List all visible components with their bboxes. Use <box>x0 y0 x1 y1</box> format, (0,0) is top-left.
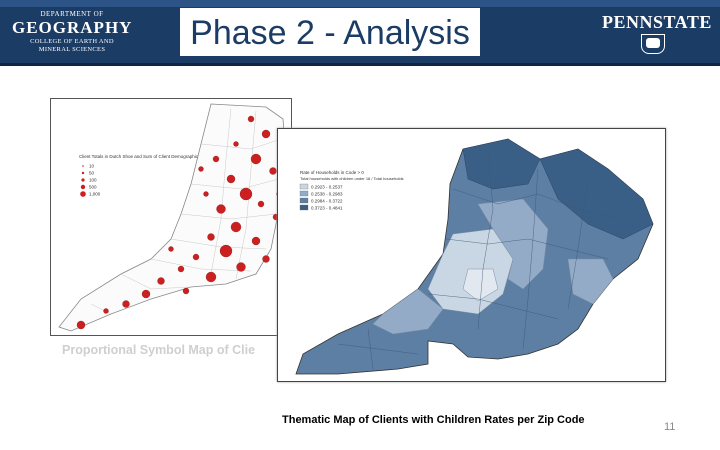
map2-legend-swatch <box>299 197 309 204</box>
pennstate-shield-icon <box>641 34 665 54</box>
map1-legend-symbol <box>80 184 86 190</box>
dept-line4: MINERAL SCIENCES <box>38 46 106 53</box>
proportional-symbol-map-svg: Client Totals in Dutch Shoe and Sum of C… <box>58 103 287 332</box>
proportional-symbol <box>219 244 233 258</box>
proportional-symbol <box>203 191 209 197</box>
proportional-symbol <box>192 253 200 261</box>
map2-legend-subtitle: Total households with children under 18 … <box>300 176 404 181</box>
map1-legend-title: Client Totals in Dutch Shoe and Sum of C… <box>79 154 199 159</box>
map2-legend-swatch <box>299 183 309 190</box>
map1-legend-symbol <box>82 165 84 167</box>
proportional-symbol <box>257 200 265 208</box>
proportional-symbol <box>122 300 130 308</box>
proportional-symbol <box>205 271 217 283</box>
map2-legend-label: 0.2538 - 0.2983 <box>311 192 343 197</box>
proportional-symbol <box>247 115 255 123</box>
map2-legend-label: 0.2923 - 0.2537 <box>311 185 343 190</box>
mid-zone-west <box>372 288 444 335</box>
dept-line1: DEPARTMENT OF <box>40 10 104 18</box>
dark-zone-northeast <box>539 148 654 240</box>
proportional-symbol <box>250 153 262 165</box>
proportional-symbol <box>177 265 185 273</box>
proportional-symbol <box>157 277 165 285</box>
map1-legend-symbol <box>80 191 86 197</box>
mid-zone-central <box>477 198 549 290</box>
proportional-symbol <box>168 246 174 252</box>
dark-zone-north <box>462 138 541 190</box>
map1-legend-label: 500 <box>89 185 97 190</box>
map2-legend-swatch <box>299 204 309 211</box>
slide-header: DEPARTMENT OF GEOGRAPHY COLLEGE OF EARTH… <box>0 0 720 66</box>
header-top-band <box>0 0 720 7</box>
geography-department-logo: DEPARTMENT OF GEOGRAPHY COLLEGE OF EARTH… <box>12 10 132 54</box>
lion-icon <box>646 38 660 48</box>
proportional-symbol <box>262 255 270 263</box>
county-outline <box>58 103 287 332</box>
proportional-symbol <box>76 320 86 330</box>
map2-legend-swatch <box>299 190 309 197</box>
map1-legend-label: 10 <box>89 164 95 169</box>
map1-legend-label: 1,000 <box>89 192 101 197</box>
proportional-symbol <box>269 167 277 175</box>
dept-line2: GEOGRAPHY <box>12 18 133 37</box>
proportional-symbol <box>233 141 239 147</box>
header-bottom-band <box>0 63 720 66</box>
map2-legend-title: Rate of Households in Code > 0 <box>300 170 364 175</box>
proportional-symbol <box>182 287 190 295</box>
map1-caption: Proportional Symbol Map of Clie <box>62 343 256 357</box>
map2-caption: Thematic Map of Clients with Children Ra… <box>282 414 585 426</box>
slide-title: Phase 2 - Analysis <box>190 14 470 52</box>
proportional-symbol <box>236 262 246 272</box>
map1-legend-symbol <box>81 171 85 175</box>
proportional-symbol <box>212 155 220 163</box>
proportional-symbol <box>103 308 109 314</box>
map2-legend-label: 0.3723 - 0.4841 <box>311 206 343 211</box>
proportional-symbol <box>207 233 215 241</box>
proportional-symbol <box>251 236 261 246</box>
proportional-symbol <box>198 166 204 172</box>
mid-zone-east <box>567 258 614 305</box>
pennstate-logo-text: PENNSTATE <box>602 12 712 32</box>
proportional-symbol <box>141 289 151 299</box>
thematic-choropleth-map: Rate of Households in Code > 0 Total hou… <box>277 128 666 382</box>
page-number: 11 <box>664 421 676 433</box>
proportional-symbol <box>226 174 236 184</box>
map1-legend-label: 100 <box>89 178 97 183</box>
dept-line3: COLLEGE OF EARTH AND <box>30 38 114 45</box>
map2-legend-label: 0.2984 - 0.3722 <box>311 199 343 204</box>
map1-legend-label: 50 <box>89 171 95 176</box>
thematic-map-svg: Rate of Households in Code > 0 Total hou… <box>295 138 654 375</box>
proportional-symbol <box>216 204 226 214</box>
proportional-symbol <box>230 221 242 233</box>
proportional-symbol-map: Client Totals in Dutch Shoe and Sum of C… <box>50 98 292 336</box>
proportional-symbol <box>239 187 253 201</box>
light-zone-center <box>462 268 499 302</box>
title-box: Phase 2 - Analysis <box>180 8 480 56</box>
map1-legend-symbol <box>81 178 85 182</box>
proportional-symbol <box>261 129 271 139</box>
